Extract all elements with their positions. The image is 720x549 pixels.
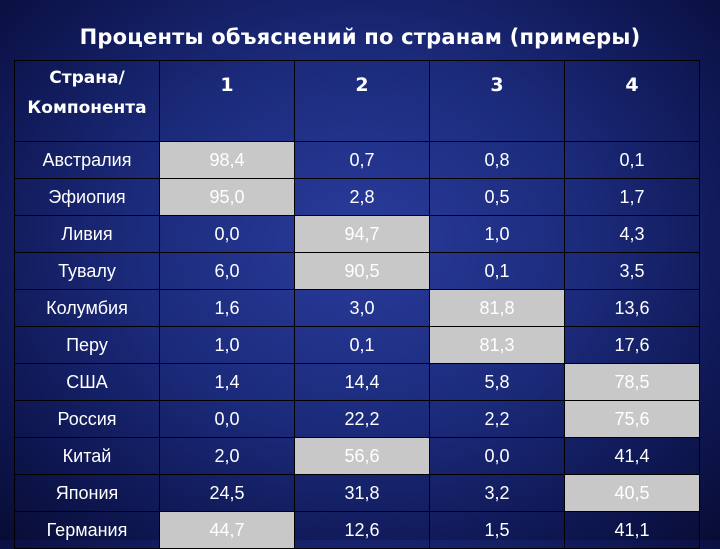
value-cell: 44,7 bbox=[159, 511, 295, 549]
country-cell: Китай bbox=[14, 437, 160, 475]
value-cell: 1,5 bbox=[429, 511, 565, 549]
country-cell: США bbox=[14, 363, 160, 401]
value-cell: 3,0 bbox=[294, 289, 430, 327]
value-cell: 0,0 bbox=[159, 215, 295, 253]
table-row: Тувалу 6,0 90,5 0,1 3,5 bbox=[14, 252, 700, 290]
value-cell: 5,8 bbox=[429, 363, 565, 401]
value-cell: 1,4 bbox=[159, 363, 295, 401]
country-cell: Тувалу bbox=[14, 252, 160, 290]
country-cell: Ливия bbox=[14, 215, 160, 253]
table-row: Германия 44,7 12,6 1,5 41,1 bbox=[14, 511, 700, 549]
value-cell: 22,2 bbox=[294, 400, 430, 438]
value-cell: 2,0 bbox=[159, 437, 295, 475]
value-cell: 4,3 bbox=[564, 215, 700, 253]
value-cell: 75,6 bbox=[564, 400, 700, 438]
country-component-table: Страна/ Компонента 1 2 3 4 Австралия 98,4… bbox=[14, 60, 700, 549]
value-cell: 0,8 bbox=[429, 141, 565, 179]
header-row: Страна/ Компонента 1 2 3 4 bbox=[14, 60, 700, 142]
value-cell: 81,3 bbox=[429, 326, 565, 364]
country-cell: Перу bbox=[14, 326, 160, 364]
value-cell: 0,1 bbox=[294, 326, 430, 364]
country-cell: Эфиопия bbox=[14, 178, 160, 216]
value-cell: 3,5 bbox=[564, 252, 700, 290]
country-cell: Япония bbox=[14, 474, 160, 512]
value-cell: 24,5 bbox=[159, 474, 295, 512]
column-header-4: 4 bbox=[564, 60, 700, 142]
table-row: Австралия 98,4 0,7 0,8 0,1 bbox=[14, 141, 700, 179]
country-cell: Австралия bbox=[14, 141, 160, 179]
value-cell: 0,5 bbox=[429, 178, 565, 216]
corner-label-country: Страна/ bbox=[49, 68, 125, 88]
value-cell: 0,1 bbox=[429, 252, 565, 290]
value-cell: 12,6 bbox=[294, 511, 430, 549]
value-cell: 41,4 bbox=[564, 437, 700, 475]
value-cell: 95,0 bbox=[159, 178, 295, 216]
value-cell: 94,7 bbox=[294, 215, 430, 253]
column-header-3: 3 bbox=[429, 60, 565, 142]
value-cell: 41,1 bbox=[564, 511, 700, 549]
value-cell: 0,0 bbox=[159, 400, 295, 438]
value-cell: 14,4 bbox=[294, 363, 430, 401]
table-row: Япония 24,5 31,8 3,2 40,5 bbox=[14, 474, 700, 512]
value-cell: 40,5 bbox=[564, 474, 700, 512]
column-header-2: 2 bbox=[294, 60, 430, 142]
value-cell: 6,0 bbox=[159, 252, 295, 290]
value-cell: 78,5 bbox=[564, 363, 700, 401]
corner-label-component: Компонента bbox=[27, 98, 147, 118]
value-cell: 3,2 bbox=[429, 474, 565, 512]
table-row: Россия 0,0 22,2 2,2 75,6 bbox=[14, 400, 700, 438]
value-cell: 56,6 bbox=[294, 437, 430, 475]
column-header-1: 1 bbox=[159, 60, 295, 142]
table-row: Ливия 0,0 94,7 1,0 4,3 bbox=[14, 215, 700, 253]
value-cell: 0,0 bbox=[429, 437, 565, 475]
table-row: Перу 1,0 0,1 81,3 17,6 bbox=[14, 326, 700, 364]
country-cell: Германия bbox=[14, 511, 160, 549]
value-cell: 1,6 bbox=[159, 289, 295, 327]
value-cell: 81,8 bbox=[429, 289, 565, 327]
value-cell: 98,4 bbox=[159, 141, 295, 179]
value-cell: 1,7 bbox=[564, 178, 700, 216]
value-cell: 90,5 bbox=[294, 252, 430, 290]
value-cell: 1,0 bbox=[159, 326, 295, 364]
corner-header-cell: Страна/ Компонента bbox=[14, 60, 160, 142]
table-row: Китай 2,0 56,6 0,0 41,4 bbox=[14, 437, 700, 475]
value-cell: 0,1 bbox=[564, 141, 700, 179]
value-cell: 13,6 bbox=[564, 289, 700, 327]
value-cell: 2,8 bbox=[294, 178, 430, 216]
country-cell: Россия bbox=[14, 400, 160, 438]
table-row: Эфиопия 95,0 2,8 0,5 1,7 bbox=[14, 178, 700, 216]
page-title: Проценты объяснений по странам (примеры) bbox=[79, 25, 641, 49]
value-cell: 0,7 bbox=[294, 141, 430, 179]
country-cell: Колумбия bbox=[14, 289, 160, 327]
table-row: Колумбия 1,6 3,0 81,8 13,6 bbox=[14, 289, 700, 327]
value-cell: 17,6 bbox=[564, 326, 700, 364]
value-cell: 2,2 bbox=[429, 400, 565, 438]
value-cell: 31,8 bbox=[294, 474, 430, 512]
table-row: США 1,4 14,4 5,8 78,5 bbox=[14, 363, 700, 401]
value-cell: 1,0 bbox=[429, 215, 565, 253]
